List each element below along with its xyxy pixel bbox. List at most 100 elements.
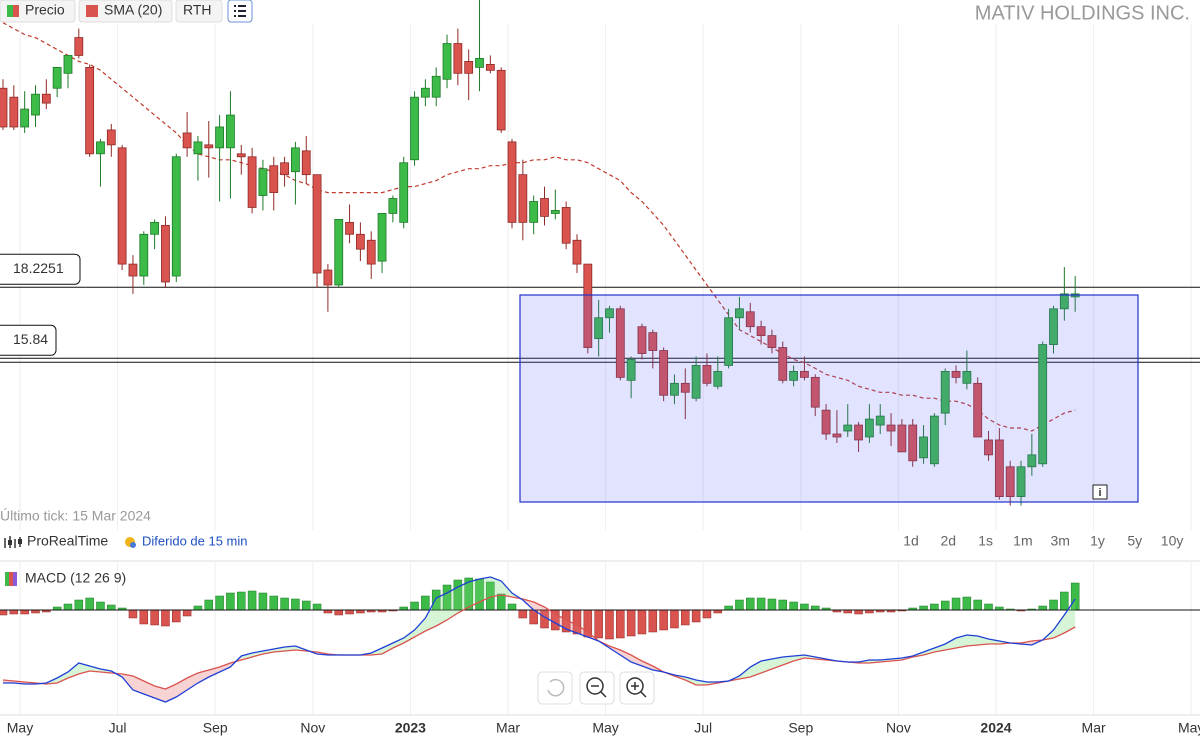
histogram-bar [269,595,278,611]
histogram-bar [301,600,311,611]
x-tick-label: Sep [788,720,813,736]
candle-body [745,311,755,328]
cross-fill [544,607,556,623]
cross-fill [1053,615,1065,638]
candle-body [475,58,484,68]
candle-body [832,433,842,438]
range-button[interactable]: 10y [1161,533,1184,549]
candle-body [485,63,495,71]
histogram-bar [421,595,430,611]
range-button[interactable]: 1s [978,533,993,549]
cross-fill [782,656,794,665]
histogram-bar [85,597,94,611]
cross-fill [468,579,480,607]
x-tick-label: May [592,720,618,736]
cross-fill [750,661,762,677]
cross-fill [154,686,166,702]
histogram-bar [778,599,788,611]
price-panel: 18.2251 15.84 [0,0,1200,506]
histogram-bar [746,597,755,611]
histogram-bar [626,609,636,637]
histogram-bar [702,609,712,619]
candle-body [182,132,192,149]
candle-body [1016,466,1026,497]
range-button[interactable]: 3m [1050,533,1069,549]
candle-body [150,221,160,235]
macd-legend[interactable]: MACD (12 26 9) [5,570,126,586]
cross-fill [132,676,144,694]
candle-body [951,370,961,378]
zoom-in[interactable] [619,671,655,705]
candle-body [594,317,604,340]
histogram-bar [637,609,647,635]
x-tick-label: Jul [694,720,712,736]
histogram-bar [648,609,658,633]
candle-body [301,150,311,176]
level-label: 18.2251 [13,260,64,276]
histogram-bar [811,605,820,611]
candle-body [572,239,582,265]
candle-body [312,174,322,274]
candle-body [529,201,539,223]
signal-line [2,594,1076,690]
candle-body [247,156,257,208]
x-tick-label: Nov [886,720,911,736]
cross-fill [457,582,469,613]
legend-price[interactable]: Precio [0,0,76,23]
candle-body [464,61,474,74]
candle-body [193,141,203,155]
candle-body [908,424,918,462]
histogram-bar [258,592,268,611]
candle-body [41,93,51,104]
range-button[interactable]: 5y [1127,533,1142,549]
rth-button[interactable]: RTH [175,0,223,23]
sma-line [2,22,1076,432]
macd-label: MACD (12 26 9) [25,570,126,586]
x-tick-label: 2023 [395,720,426,736]
candle-body [713,370,723,387]
candle-body [626,359,636,381]
candle-body [9,96,19,128]
cross-fill [956,635,967,648]
candle-body [420,87,430,98]
histogram-bar [150,609,159,626]
undo-button[interactable] [537,671,573,705]
x-tick-label: Nov [300,720,325,736]
histogram-bar [854,609,863,615]
cross-fill [241,653,253,660]
rth-label: RTH [183,2,212,18]
candle-body [940,370,950,414]
candle-body [52,66,62,89]
histogram-bar [518,609,528,619]
range-button[interactable]: 1y [1090,533,1105,549]
histogram-bar [96,601,105,611]
cross-fill [165,684,177,702]
zoom-out[interactable] [579,671,615,705]
histogram-bar [193,605,203,611]
list-button[interactable] [227,0,253,23]
legend-sma[interactable]: SMA (20) [78,0,173,23]
candle-body [561,207,571,244]
candle-body [691,365,701,399]
range-button[interactable]: 1d [903,533,919,549]
histogram-bar [496,593,506,611]
histogram-bar [594,609,603,639]
cross-fill [57,672,68,683]
range-button[interactable]: 1m [1013,533,1032,549]
candle-body [994,439,1004,497]
histogram-bar [767,598,777,611]
candle-body [724,317,734,366]
candle-body [659,350,669,396]
histogram-bar [940,600,950,611]
histogram-bar [659,609,668,631]
last-tick: Último tick: 15 Mar 2024 [0,508,151,524]
range-button[interactable]: 2d [941,533,957,549]
candle-body [1038,344,1048,465]
histogram-bar [789,601,798,611]
info-icon[interactable]: i [1092,484,1108,500]
candle-body [929,415,939,465]
cross-fill [392,638,404,648]
histogram-bar [800,603,809,611]
candle-body [810,376,820,408]
cross-fill [501,581,513,597]
